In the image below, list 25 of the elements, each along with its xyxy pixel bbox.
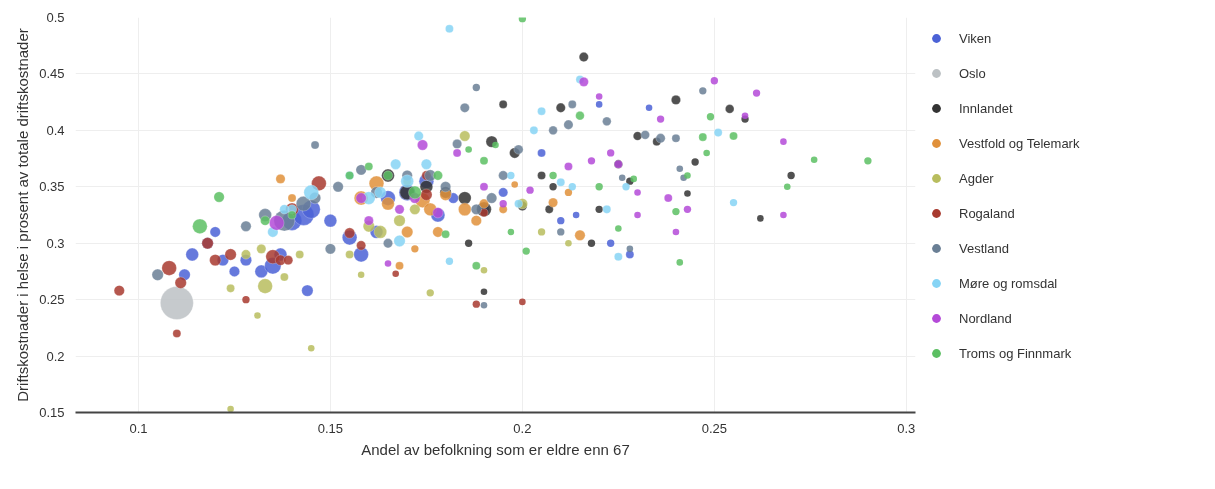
y-tick-label: 0.45 (39, 66, 65, 82)
y-tick-label: 0.4 (46, 122, 65, 138)
y-tick-label: 0.3 (46, 235, 65, 251)
y-tick-label: 0.5 (46, 10, 65, 25)
x-tick-label: 0.15 (317, 420, 344, 436)
legend-label: Agder (959, 170, 994, 186)
legend-label: Oslo (959, 65, 986, 81)
y-tick-label: 0.2 (46, 348, 65, 364)
legend-label: Vestland (959, 240, 1009, 256)
legend-label: Troms og Finnmark (959, 345, 1072, 361)
legend-label: Møre og romsdal (959, 275, 1058, 291)
y-tick-label: 0.15 (39, 405, 65, 420)
x-tick-label: 0.2 (513, 420, 532, 436)
legend-label: Innlandet (959, 100, 1013, 116)
y-tick-label: 0.35 (39, 179, 65, 195)
x-tick-label: 0.25 (701, 420, 727, 436)
x-tick-label: 0.3 (897, 420, 916, 436)
legend-label: Nordland (959, 310, 1012, 326)
x-axis-title: Andel av befolkning som er eldre enn 67 (361, 440, 630, 458)
y-axis-title: Driftskostnader i helse i prosent av totale driftskostnader (14, 28, 32, 402)
x-tick-label: 0.1 (129, 420, 148, 436)
y-tick-label: 0.25 (39, 292, 65, 308)
legend-label: Rogaland (959, 205, 1015, 221)
legend-label: Viken (959, 30, 992, 46)
legend-label: Vestfold og Telemark (959, 135, 1080, 151)
